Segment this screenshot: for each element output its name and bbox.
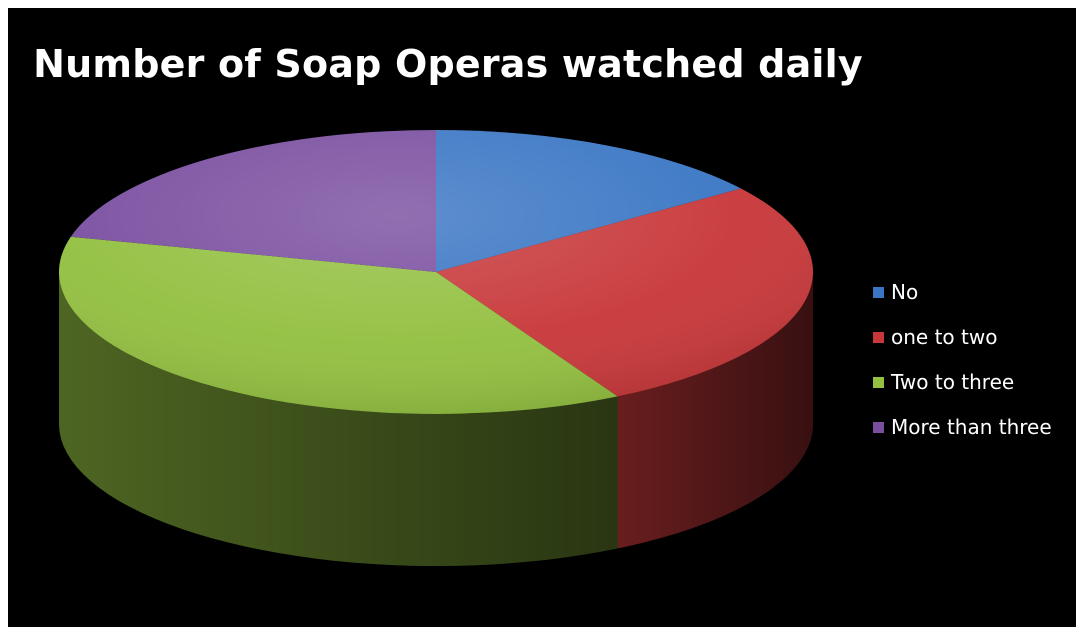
pie-side-shade-2 [59,272,618,566]
legend-swatch-0 [873,286,884,298]
legend-label-2: Two to three [891,370,1015,394]
legend-label-3: More than three [891,415,1052,439]
chart-legend: No one to two Two to three More than three [873,280,1073,460]
legend-swatch-2 [873,376,884,388]
pie-tops [58,130,813,414]
legend-swatch-1 [873,331,884,343]
chart-area: Number of Soap Operas watched daily No on… [8,8,1076,627]
legend-item-0: No [873,280,1073,304]
chart-title: Number of Soap Operas watched daily [33,42,863,86]
legend-item-3: More than three [873,415,1073,439]
legend-swatch-3 [873,421,884,433]
legend-label-0: No [891,280,919,304]
legend-item-2: Two to three [873,370,1073,394]
legend-item-1: one to two [873,325,1073,349]
legend-label-1: one to two [891,325,998,349]
